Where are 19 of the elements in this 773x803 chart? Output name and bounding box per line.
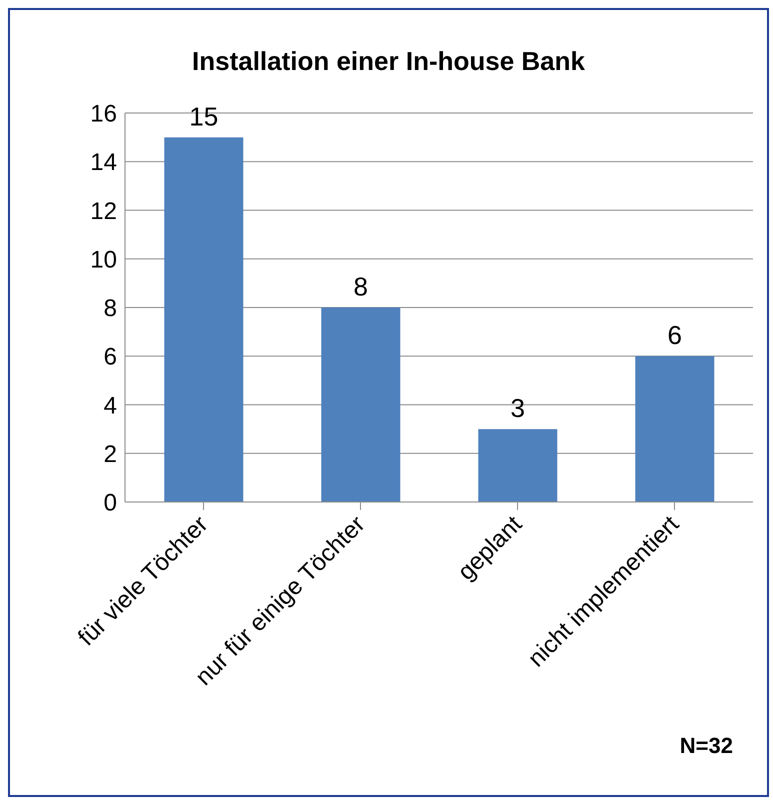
- y-tick-label: 8: [104, 295, 117, 322]
- data-label: 8: [354, 272, 368, 302]
- y-tick-label: 6: [104, 344, 117, 371]
- bar: [164, 137, 244, 502]
- bar: [321, 308, 400, 502]
- text: N=32: [680, 733, 733, 759]
- y-tick-label: 14: [90, 149, 117, 176]
- data-label: 15: [189, 101, 218, 132]
- data-label: 6: [668, 320, 682, 350]
- chart-title: Installation einer In-house Bank: [191, 46, 586, 77]
- y-tick-label: 4: [104, 392, 117, 420]
- y-tick-label: 10: [90, 246, 117, 274]
- bar: [635, 356, 714, 502]
- y-tick-label: 2: [104, 440, 117, 468]
- data-label: 3: [510, 393, 525, 424]
- y-tick-label: 16: [90, 100, 117, 128]
- y-tick-label: 12: [90, 198, 117, 225]
- y-tick-label: 0: [104, 490, 117, 517]
- bar: [478, 429, 558, 502]
